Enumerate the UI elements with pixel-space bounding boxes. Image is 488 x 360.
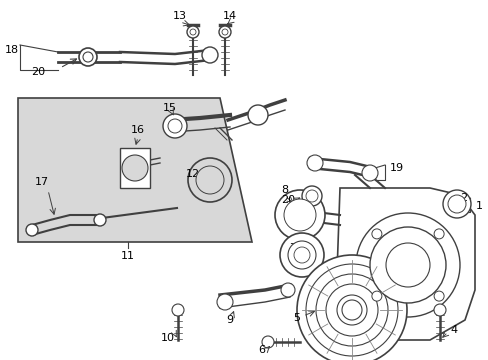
Text: 18: 18 — [5, 45, 19, 55]
Circle shape — [305, 190, 317, 202]
Circle shape — [79, 48, 97, 66]
Circle shape — [361, 165, 377, 181]
Circle shape — [262, 336, 273, 348]
Text: 10: 10 — [161, 333, 175, 343]
Circle shape — [433, 229, 443, 239]
Text: 9: 9 — [226, 315, 233, 325]
Polygon shape — [334, 188, 474, 340]
Circle shape — [122, 155, 148, 181]
Text: 5: 5 — [292, 313, 299, 323]
Text: 3: 3 — [377, 273, 384, 283]
Circle shape — [202, 47, 218, 63]
Circle shape — [163, 114, 186, 138]
Circle shape — [371, 229, 381, 239]
Circle shape — [325, 284, 377, 336]
Circle shape — [433, 304, 445, 316]
Circle shape — [168, 119, 182, 133]
Circle shape — [187, 158, 231, 202]
Text: 20: 20 — [280, 195, 294, 205]
Circle shape — [219, 26, 230, 38]
Bar — [120, 148, 150, 188]
Polygon shape — [18, 98, 251, 242]
Circle shape — [385, 243, 429, 287]
Circle shape — [302, 186, 321, 206]
Circle shape — [369, 227, 445, 303]
Circle shape — [284, 199, 315, 231]
Text: 6: 6 — [258, 345, 264, 355]
Circle shape — [217, 294, 232, 310]
Circle shape — [26, 224, 38, 236]
Circle shape — [287, 241, 315, 269]
Circle shape — [371, 291, 381, 301]
Circle shape — [94, 214, 106, 226]
Circle shape — [222, 29, 227, 35]
Circle shape — [186, 26, 199, 38]
Circle shape — [247, 105, 267, 125]
Text: 4: 4 — [449, 325, 456, 335]
Circle shape — [305, 264, 397, 356]
Circle shape — [280, 233, 324, 277]
Circle shape — [296, 255, 406, 360]
Text: 15: 15 — [163, 103, 177, 113]
Text: 1: 1 — [475, 201, 482, 211]
Text: 2: 2 — [459, 193, 466, 203]
Circle shape — [172, 304, 183, 316]
Circle shape — [353, 276, 365, 288]
Text: 19: 19 — [389, 163, 403, 173]
Text: 7: 7 — [288, 243, 295, 253]
Text: 14: 14 — [223, 11, 237, 21]
Circle shape — [447, 195, 465, 213]
Text: 12: 12 — [185, 169, 200, 179]
Circle shape — [355, 213, 459, 317]
Circle shape — [442, 190, 470, 218]
Circle shape — [306, 155, 323, 171]
Circle shape — [341, 300, 361, 320]
Circle shape — [376, 263, 386, 273]
Circle shape — [293, 247, 309, 263]
Circle shape — [274, 190, 325, 240]
Circle shape — [433, 291, 443, 301]
Text: 8: 8 — [281, 185, 288, 195]
Circle shape — [315, 274, 387, 346]
Circle shape — [196, 166, 224, 194]
Text: 20: 20 — [31, 67, 45, 77]
Text: 13: 13 — [173, 11, 186, 21]
Circle shape — [83, 52, 93, 62]
Text: 17: 17 — [35, 177, 49, 187]
Circle shape — [336, 295, 366, 325]
Text: 11: 11 — [121, 251, 135, 261]
Circle shape — [281, 283, 294, 297]
Circle shape — [190, 29, 196, 35]
Text: 16: 16 — [131, 125, 145, 135]
